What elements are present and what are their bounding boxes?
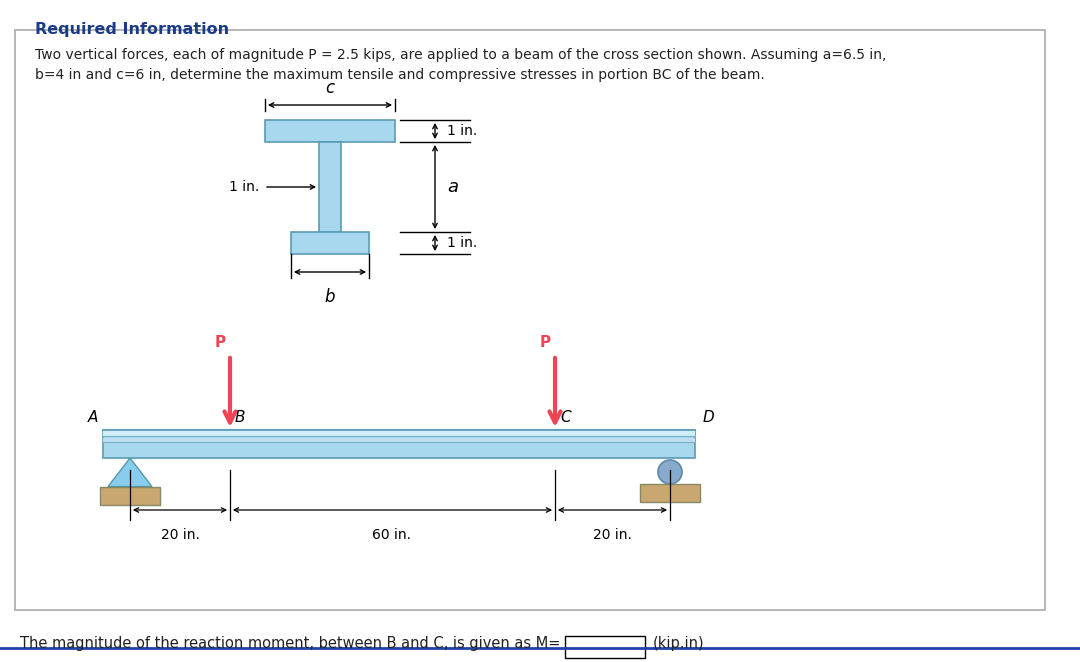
Bar xyxy=(15,30,1045,610)
Circle shape xyxy=(658,460,681,484)
Text: 60 in.: 60 in. xyxy=(373,528,411,542)
Text: P: P xyxy=(215,335,226,350)
Bar xyxy=(100,487,160,504)
Text: Required Information: Required Information xyxy=(35,22,229,37)
Text: C: C xyxy=(561,410,570,425)
Text: Two vertical forces, each of magnitude P = 2.5 kips, are applied to a beam of th: Two vertical forces, each of magnitude P… xyxy=(35,48,887,62)
Text: B: B xyxy=(235,410,245,425)
Text: A: A xyxy=(87,410,98,425)
Bar xyxy=(291,232,369,254)
Bar xyxy=(103,438,696,442)
Text: D: D xyxy=(703,410,715,425)
Bar xyxy=(640,484,700,502)
Text: b=4 in and c=6 in, determine the maximum tensile and compressive stresses in por: b=4 in and c=6 in, determine the maximum… xyxy=(35,68,765,82)
Text: 20 in.: 20 in. xyxy=(593,528,632,542)
Text: 20 in.: 20 in. xyxy=(161,528,200,542)
Text: c: c xyxy=(325,79,335,97)
Text: The magnitude of the reaction moment, between B and C, is given as M=: The magnitude of the reaction moment, be… xyxy=(21,636,561,651)
Bar xyxy=(565,636,645,658)
Text: P: P xyxy=(539,335,551,350)
Text: a: a xyxy=(447,178,458,196)
Text: (kip.in): (kip.in) xyxy=(653,636,704,651)
Bar xyxy=(265,120,395,142)
Polygon shape xyxy=(108,458,152,487)
Text: 1 in.: 1 in. xyxy=(229,180,259,194)
Text: 1 in.: 1 in. xyxy=(447,236,477,250)
Bar xyxy=(319,142,341,232)
Bar xyxy=(103,430,696,436)
Bar xyxy=(103,430,696,458)
Text: 1 in.: 1 in. xyxy=(447,124,477,138)
Text: b: b xyxy=(325,288,335,306)
